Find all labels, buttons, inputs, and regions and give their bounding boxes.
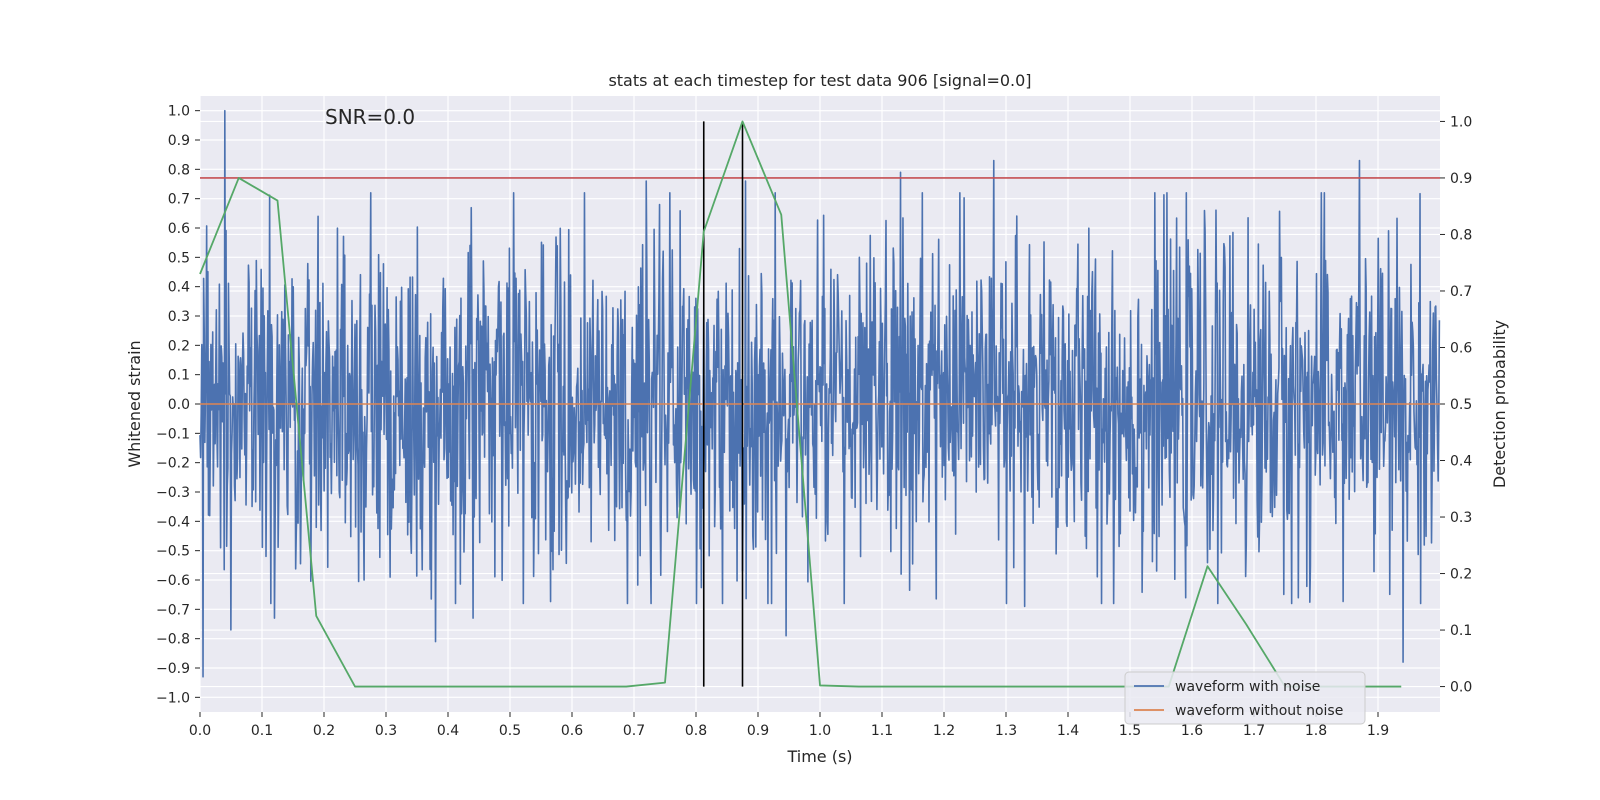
y-left-tick-label: −0.2 xyxy=(156,456,190,472)
series-detection-probability xyxy=(199,120,1402,688)
legend-label-waveform-with-noise: waveform with noise xyxy=(1175,679,1320,695)
x-tick-label: 1.7 xyxy=(1243,723,1265,739)
y-left-tick-label: 0.0 xyxy=(168,397,190,413)
y-right-tick-label: 0.9 xyxy=(1450,171,1472,187)
y-left-tick-label: −0.7 xyxy=(156,602,190,618)
x-tick-label: 0.0 xyxy=(189,723,211,739)
y-left-tick-label: 0.1 xyxy=(168,368,190,384)
y-left-tick-label: 0.7 xyxy=(168,192,190,208)
x-tick-label: 1.3 xyxy=(995,723,1017,739)
y-axis-label-right: Detection probability xyxy=(1490,320,1509,488)
x-tick-label: 1.0 xyxy=(809,723,831,739)
y-right-tick-label: 0.0 xyxy=(1450,680,1472,696)
ticks-layer: 0.0 0.1 0.2 0.3 0.4 0.5 0.6 0.7 0.8 0.9 1.0 1.1 1.2 1… xyxy=(156,104,1472,739)
x-tick-label: 0.1 xyxy=(251,723,273,739)
y-left-tick-label: 0.3 xyxy=(168,309,190,325)
x-tick-label: 1.8 xyxy=(1305,723,1327,739)
x-tick-label: 1.9 xyxy=(1367,723,1389,739)
y-right-tick-label: 0.6 xyxy=(1450,340,1472,356)
x-tick-label: 0.7 xyxy=(623,723,645,739)
legend-box xyxy=(1124,671,1366,725)
x-tick-label: 0.8 xyxy=(685,723,707,739)
x-tick-label: 0.6 xyxy=(561,723,583,739)
y-right-tick-label: 0.4 xyxy=(1450,454,1472,470)
y-left-tick-label: 0.6 xyxy=(168,221,190,237)
y-left-tick-label: 0.9 xyxy=(168,133,190,149)
y-axis-label-left: Whitened strain xyxy=(125,340,144,467)
y-left-tick-label: −0.6 xyxy=(156,573,190,589)
y-left-tick-label: −0.9 xyxy=(156,661,190,677)
y-left-tick-label: −0.3 xyxy=(156,485,190,501)
y-left-tick-label: 0.4 xyxy=(168,280,190,296)
snr-annotation: SNR=0.0 xyxy=(325,105,415,129)
y-left-tick-label: 0.2 xyxy=(168,338,190,354)
y-right-tick-label: 0.3 xyxy=(1450,510,1472,526)
y-left-tick-label: 0.5 xyxy=(168,250,190,266)
y-left-tick-label: −0.4 xyxy=(156,514,190,530)
chart-title: stats at each timestep for test data 906… xyxy=(608,71,1031,90)
x-tick-label: 1.5 xyxy=(1119,723,1141,739)
y-right-tick-label: 0.8 xyxy=(1450,227,1472,243)
x-tick-label: 0.3 xyxy=(375,723,397,739)
legend: waveform with noise waveform without noi… xyxy=(1124,671,1366,725)
x-tick-label: 1.2 xyxy=(933,723,955,739)
x-tick-label: 0.9 xyxy=(747,723,769,739)
x-tick-label: 1.6 xyxy=(1181,723,1203,739)
x-tick-label: 0.5 xyxy=(499,723,521,739)
y-left-tick-label: −0.5 xyxy=(156,544,190,560)
y-left-tick-label: 0.8 xyxy=(168,162,190,178)
y-left-tick-label: 1.0 xyxy=(168,104,190,120)
x-tick-label: 1.1 xyxy=(871,723,893,739)
x-tick-label: 0.4 xyxy=(437,723,459,739)
legend-label-waveform-without-noise: waveform without noise xyxy=(1175,703,1343,719)
x-tick-label: 0.2 xyxy=(313,723,335,739)
y-right-tick-label: 0.5 xyxy=(1450,397,1472,413)
y-left-tick-label: −0.8 xyxy=(156,632,190,648)
y-left-tick-label: −0.1 xyxy=(156,426,190,442)
series-waveform-with-noise xyxy=(199,109,1441,678)
y-right-tick-label: 0.2 xyxy=(1450,567,1472,583)
y-right-tick-label: 0.1 xyxy=(1450,623,1472,639)
x-axis-label: Time (s) xyxy=(786,747,852,766)
y-right-tick-label: 1.0 xyxy=(1450,114,1472,130)
x-tick-label: 1.4 xyxy=(1057,723,1079,739)
y-left-tick-label: −1.0 xyxy=(156,690,190,706)
series-layer xyxy=(199,109,1441,688)
y-right-tick-label: 0.7 xyxy=(1450,284,1472,300)
